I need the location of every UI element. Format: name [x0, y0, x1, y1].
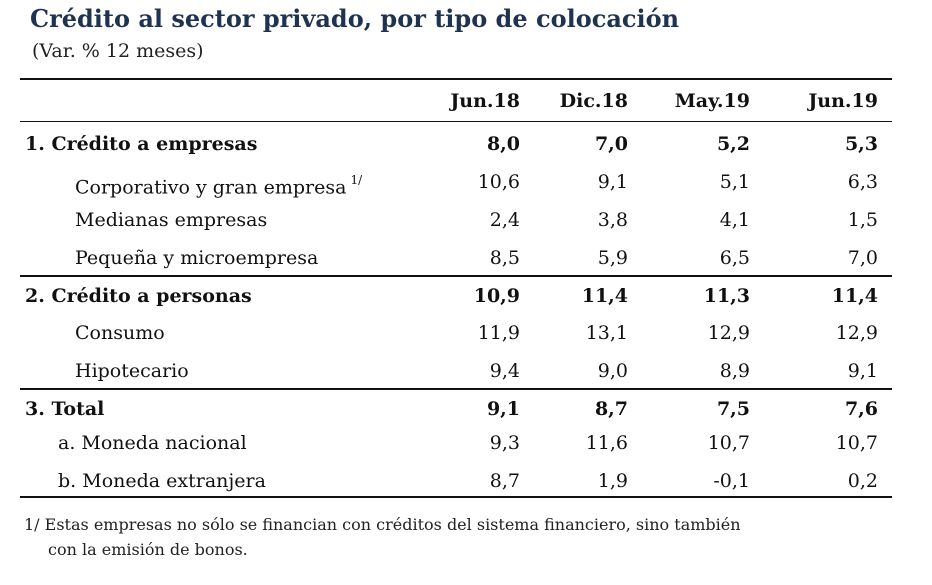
table-row: Hipotecario 9,4 9,0 8,9 9,1 — [20, 356, 892, 386]
row-label: b. Moneda extranjera — [58, 470, 266, 492]
col-header: Jun.18 — [450, 90, 520, 112]
table-title: Crédito al sector privado, por tipo de c… — [30, 4, 680, 33]
table-row: a. Moneda nacional 9,3 11,6 10,7 10,7 — [20, 428, 892, 458]
cell-value: 8,7 — [594, 398, 628, 420]
cell-value: 12,9 — [835, 322, 878, 344]
cell-value: 11,4 — [831, 285, 878, 307]
cell-value: 1,5 — [847, 209, 878, 231]
section-rule — [20, 275, 892, 277]
section-rule — [20, 388, 892, 390]
row-label-text: Corporativo y gran empresa — [75, 176, 347, 199]
cell-value: 10,7 — [835, 432, 878, 454]
cell-value: 6,3 — [847, 171, 878, 193]
table-row: 1. Crédito a empresas 8,0 7,0 5,2 5,3 — [20, 129, 892, 159]
cell-value: 11,3 — [703, 285, 750, 307]
row-label: a. Moneda nacional — [58, 432, 247, 454]
cell-value: 5,2 — [716, 133, 750, 155]
cell-value: 9,0 — [597, 360, 628, 382]
row-label: 3. Total — [25, 398, 105, 420]
cell-value: 7,0 — [847, 247, 878, 269]
cell-value: 8,7 — [489, 470, 520, 492]
cell-value: 8,9 — [719, 360, 750, 382]
cell-value: 5,9 — [597, 247, 628, 269]
cell-value: 5,1 — [719, 171, 750, 193]
cell-value: 11,6 — [585, 432, 628, 454]
table-row: b. Moneda extranjera 8,7 1,9 -0,1 0,2 — [20, 466, 892, 496]
table-row: Pequeña y microempresa 8,5 5,9 6,5 7,0 — [20, 243, 892, 273]
row-label: 1. Crédito a empresas — [25, 133, 258, 155]
cell-value: 5,3 — [844, 133, 878, 155]
row-label: Corporativo y gran empresa 1/ — [75, 167, 362, 202]
table-row: 2. Crédito a personas 10,9 11,4 11,3 11,… — [20, 281, 892, 311]
cell-value: 8,5 — [489, 247, 520, 269]
cell-value: 10,9 — [473, 285, 520, 307]
bottom-rule — [20, 496, 892, 498]
col-header: May.19 — [674, 90, 750, 112]
row-label: 2. Crédito a personas — [25, 285, 252, 307]
cell-value: 8,0 — [486, 133, 520, 155]
cell-value: 11,4 — [581, 285, 628, 307]
cell-value: 9,4 — [489, 360, 520, 382]
cell-value: 7,5 — [716, 398, 750, 420]
footnote-line: 1/ Estas empresas no sólo se financian c… — [24, 515, 741, 534]
cell-value: 10,7 — [707, 432, 750, 454]
cell-value: 12,9 — [707, 322, 750, 344]
footnote-marker: 1/ — [350, 173, 363, 187]
cell-value: 11,9 — [477, 322, 520, 344]
footnote-line: con la emisión de bonos. — [48, 540, 248, 559]
cell-value: 3,8 — [597, 209, 628, 231]
cell-value: 9,1 — [486, 398, 520, 420]
col-header: Dic.18 — [559, 90, 628, 112]
cell-value: 2,4 — [489, 209, 520, 231]
col-header: Jun.19 — [808, 90, 878, 112]
cell-value: 10,6 — [477, 171, 520, 193]
table-subtitle: (Var. % 12 meses) — [32, 40, 204, 62]
cell-value: 4,1 — [719, 209, 750, 231]
row-label: Pequeña y microempresa — [75, 247, 319, 269]
cell-value: 7,0 — [594, 133, 628, 155]
table-row: Consumo 11,9 13,1 12,9 12,9 — [20, 318, 892, 348]
cell-value: 6,5 — [719, 247, 750, 269]
row-label: Medianas empresas — [75, 209, 268, 231]
cell-value: 9,1 — [847, 360, 878, 382]
table-row: Corporativo y gran empresa 1/ 10,6 9,1 5,… — [20, 167, 892, 198]
table-row: 3. Total 9,1 8,7 7,5 7,6 — [20, 394, 892, 424]
row-label: Hipotecario — [75, 360, 189, 382]
table-row: Medianas empresas 2,4 3,8 4,1 1,5 — [20, 205, 892, 235]
cell-value: 9,3 — [489, 432, 520, 454]
cell-value: 1,9 — [597, 470, 628, 492]
row-label: Consumo — [75, 322, 165, 344]
top-rule — [20, 78, 892, 80]
cell-value: 7,6 — [844, 398, 878, 420]
header-rule — [20, 121, 892, 122]
cell-value: -0,1 — [713, 470, 750, 492]
footnote: 1/ Estas empresas no sólo se financian c… — [24, 512, 741, 562]
cell-value: 0,2 — [847, 470, 878, 492]
cell-value: 9,1 — [597, 171, 628, 193]
cell-value: 13,1 — [585, 322, 628, 344]
header-row: Jun.18 Dic.18 May.19 Jun.19 — [20, 86, 892, 116]
